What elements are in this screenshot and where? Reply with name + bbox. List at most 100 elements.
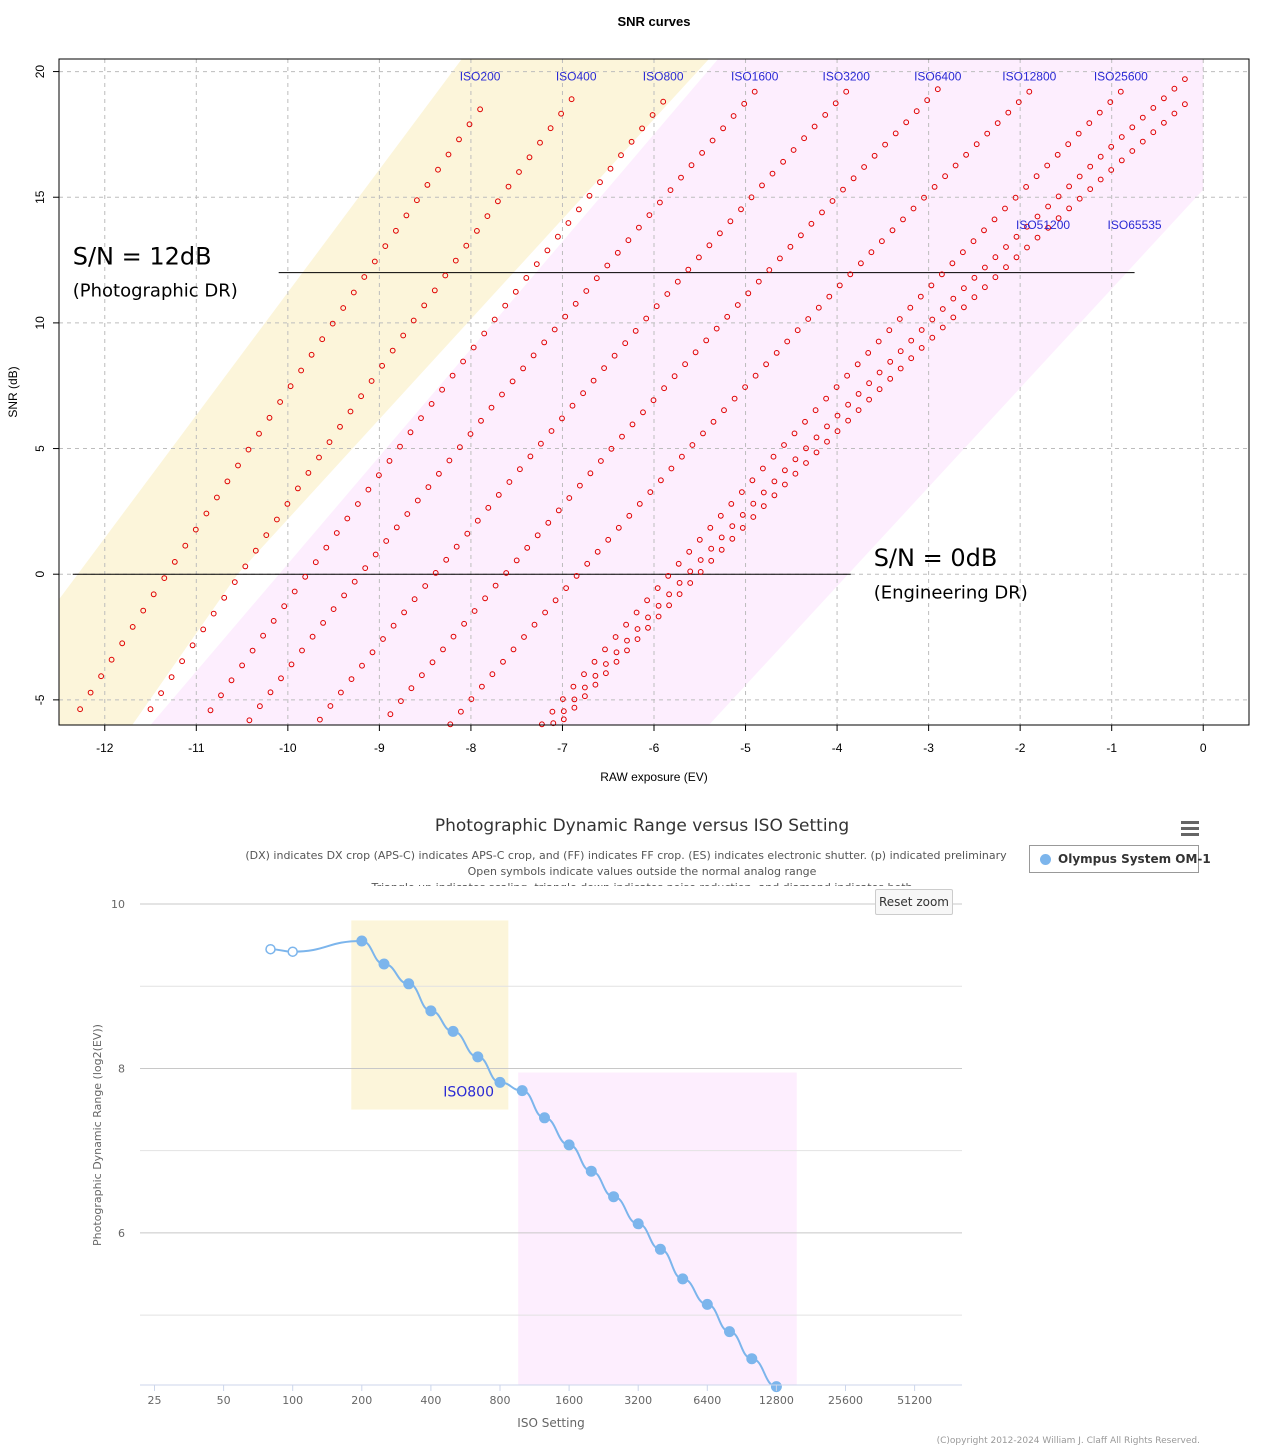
data-point xyxy=(544,247,551,254)
data-point xyxy=(667,187,674,194)
data-point xyxy=(622,340,629,347)
iso-series-label: ISO65535 xyxy=(1108,218,1162,232)
dr-data-point xyxy=(472,1051,484,1063)
data-point xyxy=(329,320,336,327)
data-point xyxy=(386,458,393,464)
data-point xyxy=(1066,183,1072,190)
data-point xyxy=(929,316,936,323)
data-point xyxy=(516,169,522,175)
data-point xyxy=(431,287,438,294)
data-point xyxy=(257,703,263,710)
data-point xyxy=(720,125,726,132)
data-point xyxy=(453,543,460,550)
legend-item[interactable]: Olympus System OM-1 xyxy=(1029,845,1211,873)
data-point xyxy=(317,716,323,723)
data-point xyxy=(748,194,755,201)
data-point xyxy=(389,347,396,354)
data-point xyxy=(981,227,987,234)
data-point xyxy=(658,477,664,484)
data-point xyxy=(961,285,967,292)
data-point xyxy=(845,401,851,408)
dr-data-point xyxy=(516,1085,528,1097)
data-point xyxy=(569,402,576,409)
data-point xyxy=(900,216,906,223)
data-point xyxy=(442,272,449,279)
data-point xyxy=(699,150,705,156)
data-point xyxy=(548,428,555,434)
data-point xyxy=(474,517,481,524)
data-point xyxy=(850,175,857,182)
data-point xyxy=(235,462,241,469)
data-point xyxy=(706,242,713,249)
data-point xyxy=(847,271,854,278)
data-point xyxy=(739,512,746,518)
data-point xyxy=(939,271,945,278)
data-point xyxy=(1108,167,1115,173)
data-point xyxy=(592,681,599,688)
data-point xyxy=(696,254,702,261)
data-point xyxy=(1055,193,1062,200)
data-point xyxy=(221,594,228,601)
data-point xyxy=(1076,195,1083,202)
dr-data-point xyxy=(585,1165,597,1177)
data-point xyxy=(612,634,619,640)
data-point xyxy=(260,632,267,639)
data-point xyxy=(513,557,520,564)
reset-zoom-button[interactable]: Reset zoom xyxy=(875,889,953,915)
data-point xyxy=(1075,130,1082,137)
low-iso-band xyxy=(59,59,709,725)
data-point xyxy=(992,254,999,261)
data-point xyxy=(358,393,365,400)
dr-y-axis-label: Photographic Dynamic Range (log2(EV)) xyxy=(91,1024,104,1246)
dr-x-tick-label: 25600 xyxy=(828,1394,863,1407)
data-point xyxy=(422,583,429,589)
hamburger-icon xyxy=(1181,820,1199,824)
data-point xyxy=(834,412,841,419)
data-point xyxy=(929,334,936,341)
data-point xyxy=(829,198,836,204)
data-point xyxy=(1087,186,1094,193)
data-point xyxy=(1024,223,1030,230)
data-point xyxy=(749,477,756,484)
snr-x-tick-label: -10 xyxy=(279,741,297,755)
data-point xyxy=(362,565,369,571)
data-point xyxy=(1118,157,1125,164)
data-point xyxy=(752,372,759,379)
data-point xyxy=(591,658,598,665)
dr-data-point xyxy=(378,958,390,970)
chart-menu-button[interactable] xyxy=(1178,817,1202,839)
data-point xyxy=(1086,120,1093,126)
data-point xyxy=(414,497,421,504)
data-point xyxy=(889,227,896,234)
data-point xyxy=(790,147,797,153)
data-point xyxy=(560,708,567,715)
data-point xyxy=(1139,114,1146,121)
data-point xyxy=(203,510,210,517)
dr-chart: Photographic Dynamic Range versus ISO Se… xyxy=(91,816,1200,1446)
data-point xyxy=(994,120,1001,126)
data-point xyxy=(858,260,864,267)
data-point xyxy=(1107,99,1114,105)
data-point xyxy=(119,640,126,647)
data-point xyxy=(558,110,564,117)
data-point xyxy=(771,478,778,485)
dr-annotation: ISO800 xyxy=(443,1084,494,1100)
data-point xyxy=(643,315,650,322)
data-point xyxy=(697,557,704,563)
dr-y-tick-label: 10 xyxy=(111,898,125,911)
data-point xyxy=(678,174,684,181)
data-point xyxy=(263,532,270,538)
dr-data-point xyxy=(287,946,298,957)
snr-y-tick-label: 0 xyxy=(33,571,47,578)
snr-y-tick-label: 20 xyxy=(33,65,47,79)
data-point xyxy=(278,675,284,682)
data-point xyxy=(521,634,527,640)
dr-data-point xyxy=(425,1005,437,1017)
data-point xyxy=(614,249,621,256)
data-point xyxy=(1139,138,1146,145)
data-point xyxy=(1117,88,1124,95)
data-point xyxy=(665,573,672,579)
snr-annotation: S/N = 12dB xyxy=(73,243,212,271)
data-point xyxy=(1161,95,1167,102)
data-point xyxy=(908,337,915,344)
